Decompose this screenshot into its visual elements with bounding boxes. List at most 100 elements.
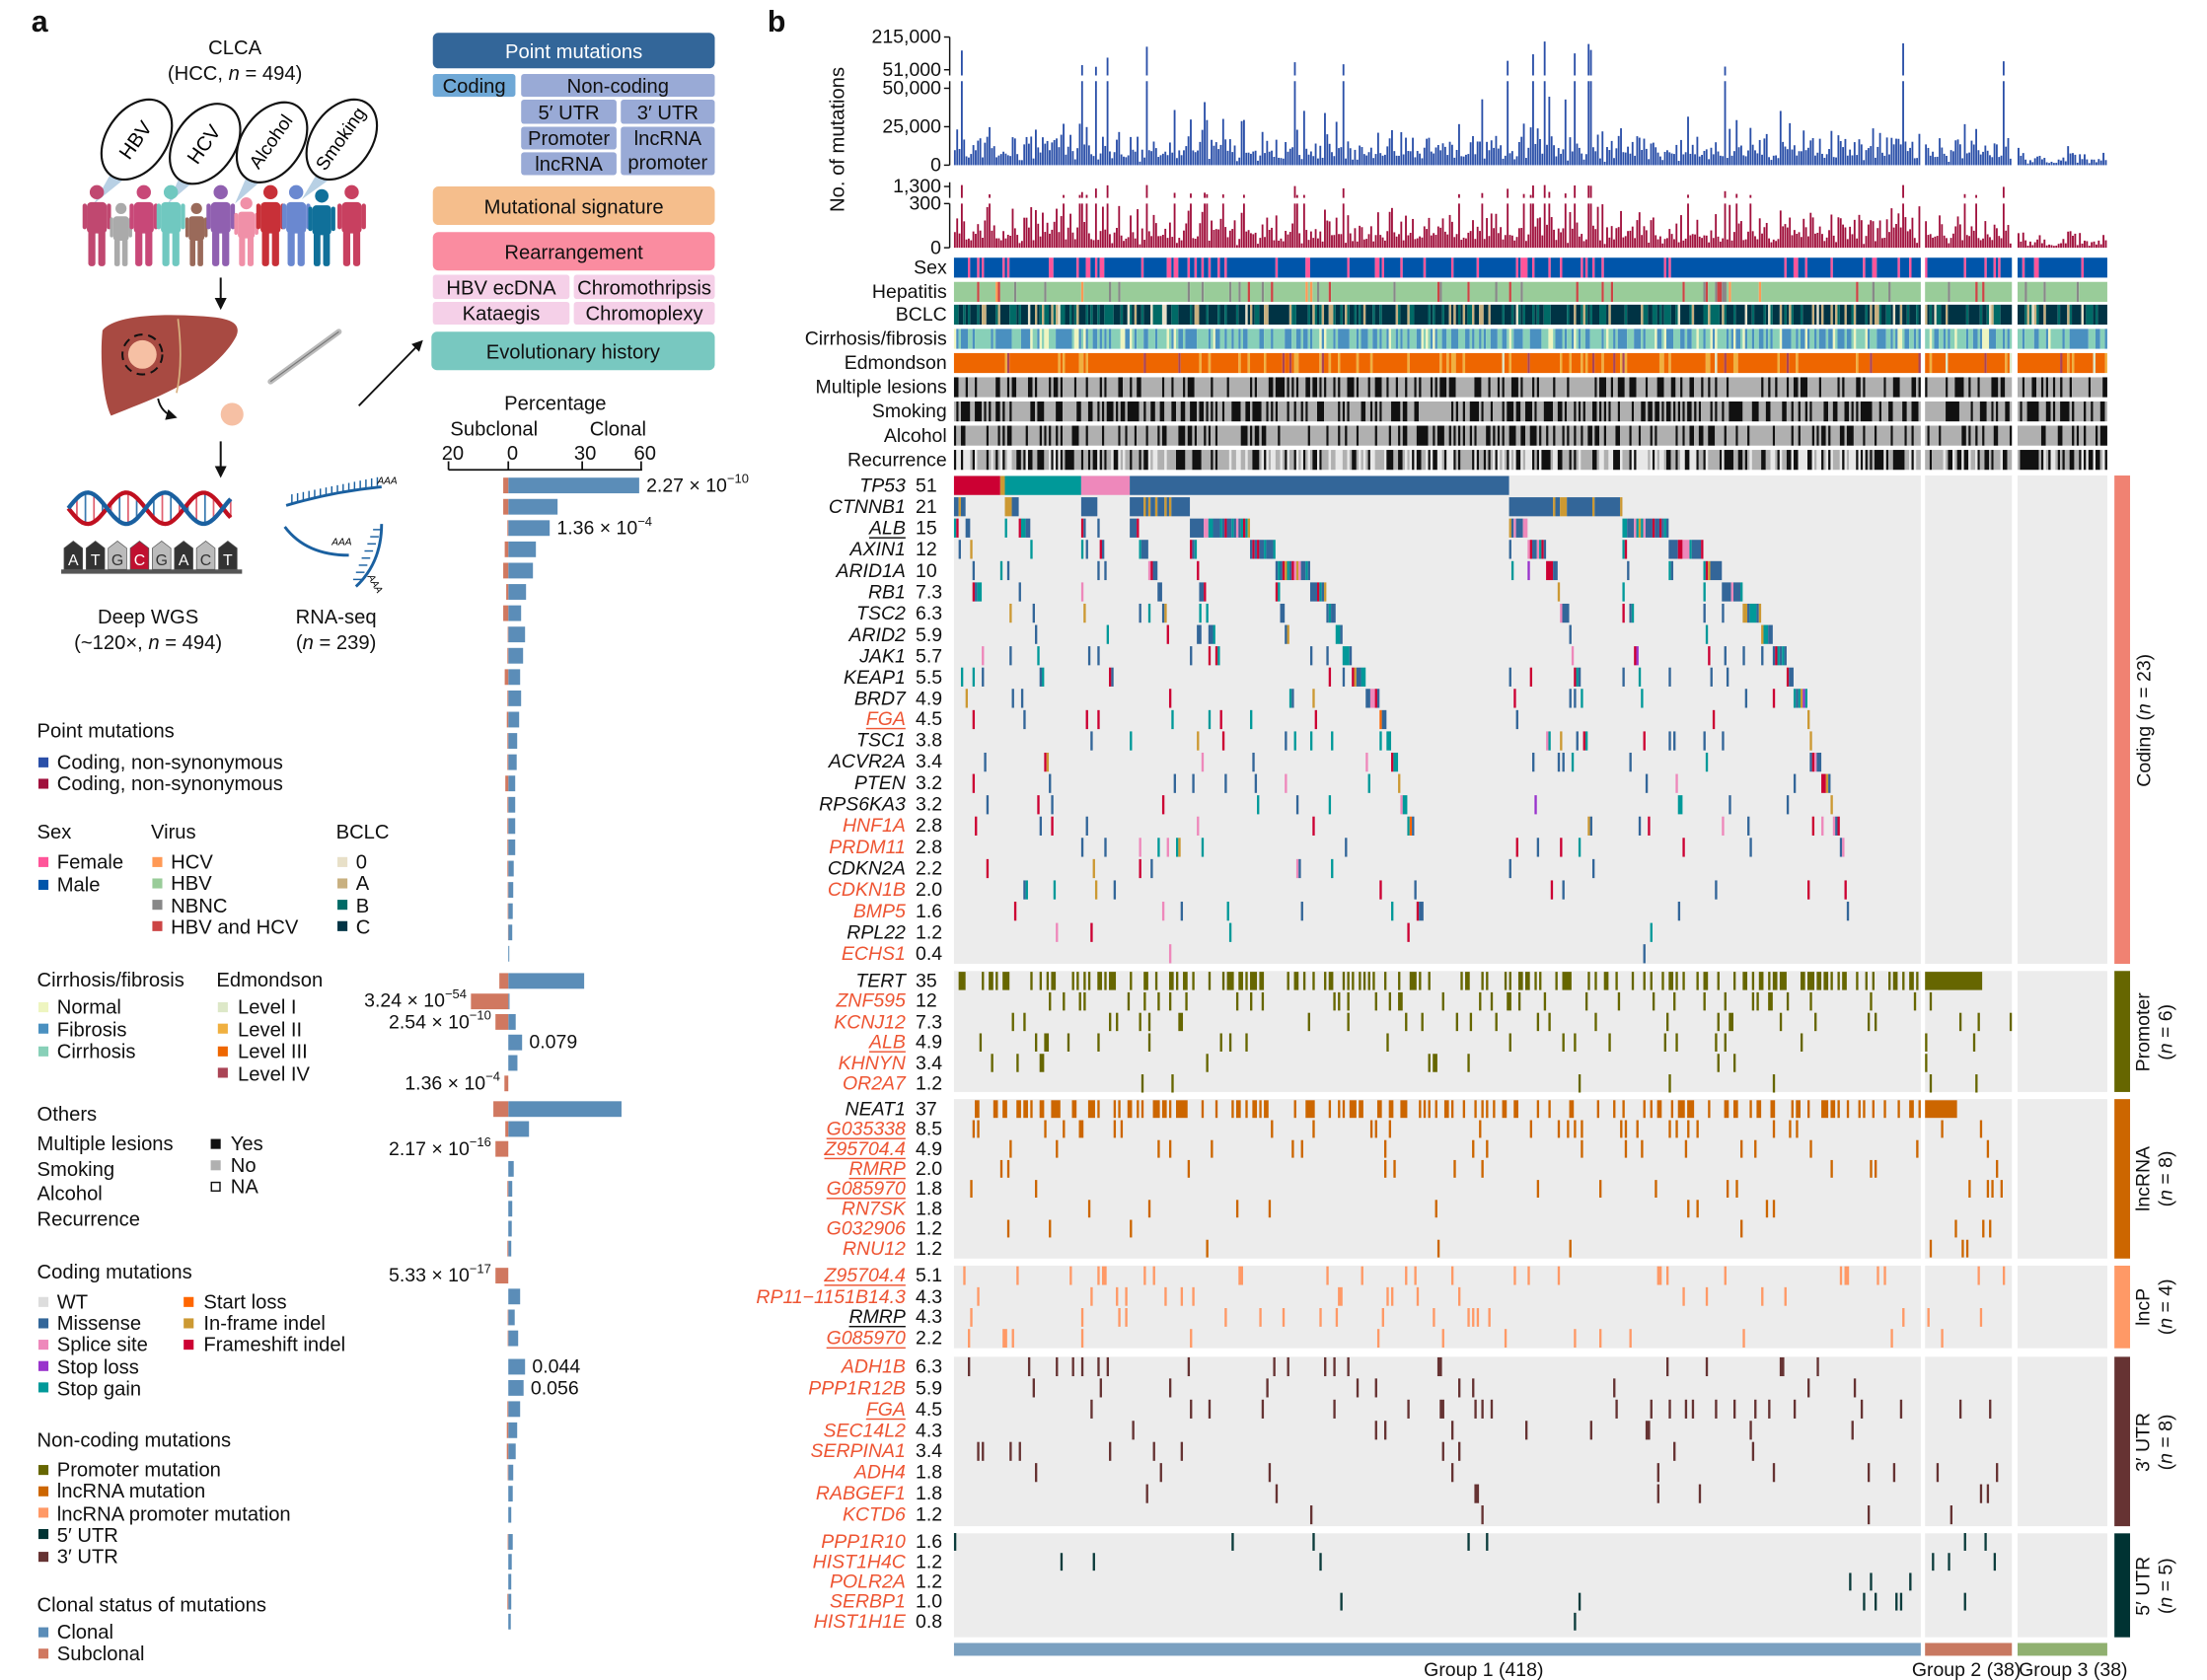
mutation-cell bbox=[1083, 992, 1085, 1010]
annotation-track-cell bbox=[2023, 329, 2024, 348]
annotation-track-cell bbox=[1405, 450, 1407, 470]
mutation-count-bar bbox=[1505, 156, 1507, 166]
coding-mutation-count-bar bbox=[1856, 239, 1858, 248]
annotation-track-cell bbox=[1285, 329, 1291, 348]
coding-mutation-count-bar bbox=[1909, 229, 1911, 248]
annotation-track-cell bbox=[1058, 305, 1060, 325]
annotation-track-cell bbox=[1083, 353, 1085, 373]
annotation-track-cell bbox=[2046, 305, 2058, 325]
annotation-track-cell bbox=[1308, 282, 1310, 302]
annotation-track-cell bbox=[1581, 257, 1582, 277]
mutation-count-bar bbox=[1761, 155, 1763, 166]
liver-icon bbox=[102, 315, 238, 415]
coding-mutation-count-bar bbox=[1733, 232, 1735, 248]
annotation-track-cell bbox=[2100, 426, 2107, 446]
annotation-track-cell bbox=[1484, 402, 1491, 421]
annotation-track-cell bbox=[1618, 377, 1625, 397]
coding-mutation-count-bar bbox=[1155, 223, 1157, 248]
mutation-cell bbox=[1245, 519, 1247, 538]
mutation-cell bbox=[1442, 1329, 1444, 1348]
coding-mutation-count-bar bbox=[997, 239, 999, 249]
coding-mutation-count-bar bbox=[1146, 203, 1148, 248]
annotation-track-cell bbox=[2005, 329, 2007, 348]
annotation-track-cell bbox=[2070, 450, 2075, 470]
mutation-cell bbox=[1312, 689, 1314, 707]
coding-mutation-count-bar bbox=[1801, 237, 1802, 248]
annotation-track-cell bbox=[1118, 426, 1120, 446]
annotation-track-cell bbox=[1742, 329, 1744, 348]
mutation-count-bar bbox=[1587, 88, 1589, 165]
mutation-cell bbox=[1171, 710, 1173, 729]
coding-mutation-count-bar bbox=[1262, 225, 1264, 249]
annotation-track-cell bbox=[2046, 402, 2051, 421]
coding-mutation-count-bar bbox=[1414, 239, 1416, 248]
sequence-base-letter: G bbox=[111, 552, 123, 569]
mutation-count-bar bbox=[1627, 147, 1629, 166]
annotation-track-cell bbox=[1664, 402, 1666, 421]
mutation-cell bbox=[1749, 1100, 1751, 1118]
mutation-cell bbox=[1622, 582, 1624, 601]
coding-mutation-count-bar bbox=[1706, 236, 1708, 248]
annotation-track-cell bbox=[1197, 329, 1209, 348]
annotation-track-cell bbox=[1479, 329, 1481, 348]
person-icon bbox=[234, 197, 258, 266]
legend-swatch-icon bbox=[152, 921, 162, 931]
person-arm bbox=[185, 217, 188, 237]
mutation-count-bar bbox=[1796, 156, 1798, 166]
annotation-track-cell bbox=[1298, 450, 1300, 470]
mutation-cell bbox=[1153, 1267, 1155, 1285]
annotation-track-cell bbox=[970, 450, 972, 470]
mutation-cell bbox=[1204, 519, 1209, 538]
oncoprint-panel-background bbox=[1925, 475, 2012, 964]
mutation-count-bar bbox=[2053, 163, 2055, 165]
annotation-track-cell bbox=[1361, 329, 1368, 348]
annotation-track-cell bbox=[1511, 329, 1513, 348]
mutation-cell bbox=[1146, 497, 1148, 516]
annotation-track-cell bbox=[1269, 377, 1274, 397]
annotation-track-cell bbox=[1051, 426, 1056, 446]
annotation-track-cell bbox=[1787, 353, 1789, 373]
annotation-track-cell bbox=[1310, 257, 1348, 277]
box-3utr: 3′ UTR bbox=[621, 100, 714, 124]
mutation-cell bbox=[1214, 519, 1220, 538]
mutation-cell bbox=[1368, 972, 1370, 989]
annotation-track-cell bbox=[1577, 329, 1579, 348]
annotation-track-cell bbox=[1102, 450, 1104, 470]
gene-mutation-percentage: 3.2 bbox=[916, 795, 942, 814]
mutation-count-bar bbox=[1782, 142, 1784, 166]
mutation-cell bbox=[1061, 1553, 1063, 1570]
clonal-bar bbox=[508, 712, 519, 728]
mutation-count-bar bbox=[1778, 158, 1780, 165]
gene-label: TERT bbox=[855, 972, 906, 990]
mutation-count-bar bbox=[1056, 138, 1058, 165]
annotation-track-cell bbox=[1782, 329, 1791, 348]
annotation-track-cell bbox=[1444, 426, 1449, 446]
annotation-track-cell bbox=[1546, 426, 1548, 446]
annotation-track-cell bbox=[1422, 450, 1427, 470]
annotation-track-cell bbox=[1890, 305, 1892, 325]
mutation-count-bar bbox=[1659, 157, 1661, 166]
annotation-track-cell bbox=[954, 305, 959, 325]
mutation-count-bar bbox=[970, 154, 972, 165]
annotation-track-cell bbox=[1231, 282, 1238, 302]
annotation-track-cell bbox=[1919, 305, 1921, 325]
annotation-track-cell bbox=[1063, 353, 1065, 373]
annotation-track-cell bbox=[1368, 450, 1370, 470]
mutation-cell bbox=[1229, 1033, 1231, 1051]
annotation-track-cell bbox=[1252, 402, 1261, 421]
annotation-track-cell bbox=[1996, 402, 1998, 421]
mutation-count-bar bbox=[2001, 156, 2003, 166]
poly-a-tail-label: AAA bbox=[331, 538, 351, 548]
mutation-cell bbox=[1954, 1220, 1956, 1238]
mutation-count-bar bbox=[1856, 155, 1858, 165]
coding-mutation-count-bar bbox=[1513, 241, 1515, 248]
annotation-track-cell bbox=[1722, 305, 1724, 325]
annotation-track-cell bbox=[1238, 305, 1245, 325]
coding-mutation-count-bar bbox=[1382, 238, 1384, 248]
annotation-track-cell bbox=[1879, 305, 1881, 325]
oncoprint-panel-background bbox=[1925, 1533, 2012, 1637]
mutation-cell bbox=[1722, 731, 1724, 750]
p-value-base: 0.044 bbox=[532, 1355, 580, 1377]
annotation-track-cell bbox=[1442, 450, 1444, 470]
mutation-cell bbox=[1830, 1160, 1832, 1178]
